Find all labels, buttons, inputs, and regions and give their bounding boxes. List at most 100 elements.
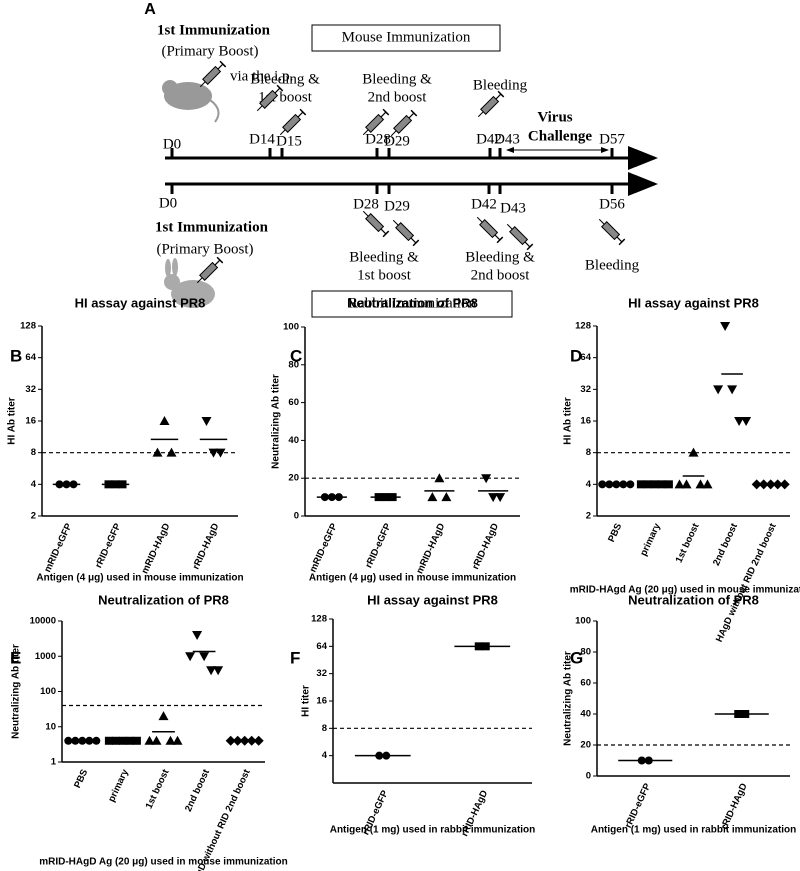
event-label: Challenge	[528, 128, 593, 144]
y-tick-label: 2	[586, 511, 591, 522]
syringe-icon	[473, 213, 504, 244]
y-tick-label: 32	[580, 384, 591, 395]
x-tick-label: 1st boost	[144, 767, 172, 811]
mouse-icon	[162, 80, 178, 96]
x-tick-label: 2nd boost	[183, 767, 213, 814]
x-tick-label: rRID-HAgD	[470, 522, 501, 572]
y-tick-label: 32	[25, 384, 36, 395]
chart-title: Neutralization of PR8	[98, 592, 229, 607]
chart-title: Neutralization of PR8	[628, 592, 759, 607]
syringe-icon	[503, 220, 534, 251]
data-point	[64, 736, 73, 745]
panel-label: G	[570, 648, 583, 667]
x-tick-label: mRID-eGFP	[42, 521, 75, 574]
data-point	[199, 652, 210, 662]
y-tick-label: 64	[316, 641, 327, 652]
chart-title: Neutralization of PR8	[347, 295, 478, 310]
y-tick-label: 1	[51, 757, 57, 768]
y-tick-label: 8	[586, 447, 591, 458]
data-point	[192, 631, 203, 641]
x-tick-label: mRID-HAgD	[414, 522, 447, 576]
y-tick-label: 60	[288, 397, 299, 408]
x-axis-label: mRID-HAgD Ag (20 μg) used in mouse immun…	[39, 857, 288, 868]
day-label: D28	[353, 196, 379, 212]
data-point	[215, 448, 226, 458]
x-tick-label: rRID-eGFP	[623, 781, 654, 830]
event-label: 2nd boost	[368, 89, 428, 105]
syringe-icon	[196, 60, 227, 91]
data-point	[741, 417, 752, 426]
y-tick-label: 8	[322, 723, 327, 734]
day-label: D56	[599, 196, 625, 212]
event-label: Bleeding	[473, 77, 528, 93]
data-point	[636, 480, 645, 489]
data-point	[151, 735, 162, 745]
syringe-icon	[595, 215, 626, 246]
x-axis-label: Antigen (1 mg) used in rabbit immunizati…	[330, 825, 536, 836]
y-tick-label: 128	[575, 321, 591, 332]
x-axis-label: Antigen (1 mg) used in rabbit immunizati…	[591, 825, 797, 836]
rabbit-icon	[171, 280, 215, 308]
panel-label: E	[10, 648, 21, 667]
data-point	[225, 735, 236, 746]
data-point	[165, 735, 176, 745]
timeline-diagram: A Mouse Immunization 1st Immunization (P…	[144, 1, 658, 318]
panel-label: C	[290, 346, 302, 365]
box-title: Mouse Immunization	[342, 29, 471, 45]
y-tick-label: 2	[31, 511, 36, 522]
rabbit-icon	[165, 259, 171, 277]
x-axis-label: Antigen (4 μg) used in mouse immunizatio…	[36, 573, 243, 584]
y-tick-label: 10	[45, 721, 56, 732]
data-point	[92, 736, 101, 745]
y-axis-label: HI titer	[301, 685, 312, 717]
day-label: D15	[276, 133, 302, 149]
label: (Primary Boost)	[161, 43, 258, 59]
box-title: Rabbit Immunization	[348, 295, 476, 311]
y-tick-label: 4	[322, 750, 328, 761]
title-box	[311, 24, 501, 52]
y-tick-label: 60	[580, 678, 591, 689]
data-point	[213, 666, 224, 676]
x-tick-label: 2nd boost	[711, 521, 741, 568]
label: 1st Immunization	[157, 22, 271, 38]
data-point	[664, 480, 673, 489]
y-tick-label: 40	[288, 435, 299, 446]
event-label: Bleeding &	[250, 71, 320, 87]
data-point	[201, 417, 212, 426]
event-label: 1st boost	[357, 267, 412, 283]
x-tick-label: primary	[106, 767, 131, 804]
day-label: D0	[159, 195, 177, 211]
data-point	[779, 479, 790, 490]
data-point	[495, 493, 506, 503]
day-label: D43	[494, 131, 520, 147]
y-tick-label: 4	[586, 479, 592, 490]
data-point	[253, 735, 264, 746]
data-point	[152, 447, 163, 457]
day-label: D28	[365, 131, 391, 147]
rabbit-icon	[172, 258, 178, 276]
y-tick-label: 64	[580, 352, 591, 363]
data-point	[702, 479, 713, 489]
y-tick-label: 100	[283, 322, 299, 333]
y-tick-label: 10000	[30, 616, 56, 627]
data-point	[734, 417, 745, 426]
y-tick-label: 80	[580, 647, 591, 658]
data-point	[185, 652, 196, 662]
x-tick-label: mRID-HAgD	[140, 522, 173, 576]
panel-label: A	[144, 1, 156, 18]
data-point	[166, 447, 177, 457]
y-tick-label: 1000	[35, 651, 56, 662]
data-point	[713, 385, 724, 395]
day-label: D43	[500, 200, 526, 216]
y-tick-label: 20	[580, 740, 591, 751]
day-label: D42	[476, 131, 502, 147]
event-label: Bleeding	[585, 257, 640, 273]
data-point	[172, 735, 183, 745]
data-point	[751, 479, 762, 490]
label: (Primary Boost)	[156, 241, 253, 257]
event-label: Virus	[537, 109, 572, 125]
y-tick-label: 64	[25, 352, 36, 363]
event-label: Bleeding &	[362, 71, 432, 87]
day-label: D29	[384, 198, 410, 214]
